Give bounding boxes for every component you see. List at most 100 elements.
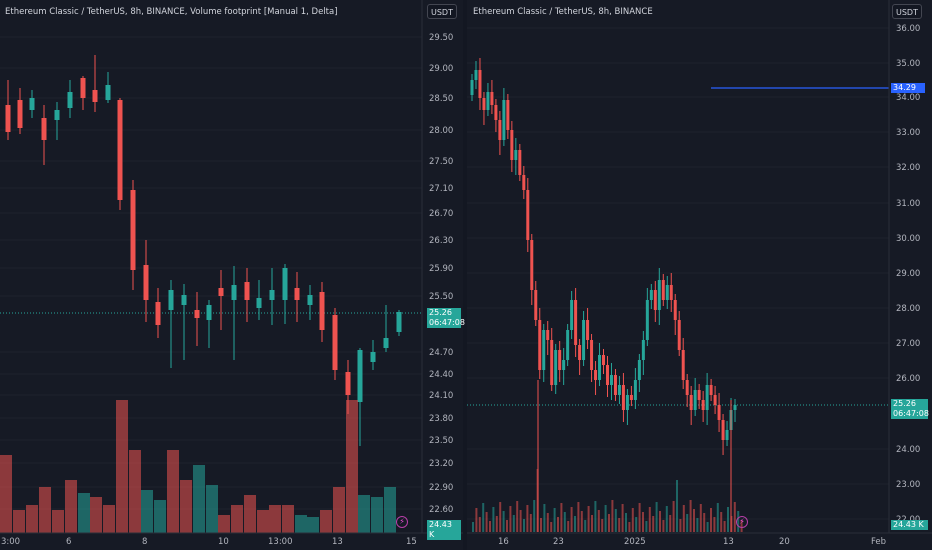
candle-body: [294, 288, 300, 300]
volume-bar: [648, 507, 651, 532]
y-axis-label: 33.00: [896, 128, 920, 138]
candle-body: [733, 405, 737, 410]
candle-body: [319, 292, 325, 330]
lightning-icon[interactable]: ⚡: [736, 516, 748, 528]
candle-body: [609, 375, 613, 385]
volume-bar: [628, 522, 631, 532]
currency-button[interactable]: USDT: [427, 4, 457, 19]
currency-button[interactable]: USDT: [892, 4, 922, 19]
x-axis-label: 8: [142, 537, 147, 547]
candle-body: [244, 282, 250, 300]
volume-bar: [659, 511, 661, 532]
x-axis-label: 3:00: [1, 537, 20, 547]
volume-bar: [478, 517, 481, 532]
candle-body: [80, 78, 86, 98]
candle-body: [693, 390, 697, 410]
volume-bar: [78, 493, 90, 533]
candle-body: [396, 312, 402, 332]
volume-bar: [499, 502, 502, 532]
candle-body: [510, 130, 514, 160]
candle-body: [357, 350, 363, 402]
candle-body: [673, 300, 677, 320]
candle-body: [194, 310, 200, 318]
volume-bar: [710, 508, 712, 532]
volume-bar: [672, 501, 675, 532]
y-axis-label: 29.00: [429, 64, 453, 74]
candle-body: [586, 320, 590, 340]
candle-body: [54, 110, 60, 120]
x-axis-label: 20: [779, 537, 790, 547]
x-axis-label: 13: [332, 537, 343, 547]
volume-bar: [384, 487, 396, 533]
volume-bar: [0, 455, 12, 533]
volume-bar: [472, 522, 474, 532]
volume-bar: [282, 505, 294, 533]
volume-bar: [218, 515, 230, 533]
candle-body: [550, 340, 554, 385]
candle-body: [370, 352, 376, 362]
volume-bar: [475, 508, 478, 532]
candle-body: [566, 330, 570, 360]
chart-title: Ethereum Classic / TetherUS, 8h, BINANCE…: [5, 7, 338, 17]
candle-body: [641, 340, 645, 360]
y-axis-label: 23.50: [429, 436, 453, 446]
right-chart-canvas[interactable]: 36.00 35.00 34.00 33.00 32.00 31.00 30.00 29.00…: [467, 0, 932, 550]
candle-body: [231, 285, 237, 300]
y-axis-label: 24.10: [429, 391, 453, 401]
volume-bar: [482, 503, 485, 532]
candle-body: [534, 290, 538, 320]
volume-bar: [614, 509, 617, 532]
volume-bar: [506, 520, 508, 532]
volume-bar: [594, 501, 597, 532]
volume-bar: [320, 510, 332, 533]
chart-title: Ethereum Classic / TetherUS, 8h, BINANCE: [473, 7, 653, 17]
y-axis-label: 23.00: [896, 480, 920, 490]
candle-body: [530, 240, 534, 290]
candle-body: [713, 395, 717, 405]
candle-body: [498, 120, 502, 140]
y-axis-label: 23.80: [429, 414, 453, 424]
lightning-icon[interactable]: ⚡: [396, 516, 408, 528]
volume-bar: [696, 518, 699, 532]
candle-body: [613, 375, 617, 395]
candle-body: [117, 100, 123, 200]
chart-pane-left[interactable]: 29.50 29.00 28.50 28.00 27.50 27.10 26.70 26.30…: [0, 0, 465, 550]
y-axis-label: 24.40: [429, 370, 453, 380]
candle-body: [470, 80, 474, 95]
volume-bar: [733, 502, 736, 532]
candle-body: [697, 390, 701, 400]
last-price-tag: 25.26: [891, 399, 928, 409]
candle-body: [542, 330, 546, 370]
candle-body: [206, 305, 212, 320]
volume-bar: [13, 510, 25, 533]
volume-bar: [723, 521, 726, 532]
volume-bar: [560, 503, 563, 532]
candle-body: [649, 290, 653, 300]
candle-body: [282, 268, 288, 300]
candle-body: [717, 405, 721, 420]
candle-body: [605, 365, 609, 385]
volume-bar: [206, 485, 218, 533]
volume-bar: [193, 465, 205, 533]
chart-pane-right[interactable]: 36.00 35.00 34.00 33.00 32.00 31.00 30.00 29.00…: [467, 0, 932, 550]
candle-body: [617, 385, 621, 395]
y-axis-label: 26.70: [429, 209, 453, 219]
x-axis-label: 2025: [624, 537, 646, 547]
candle-body: [67, 92, 73, 108]
volume-bar: [526, 505, 529, 532]
y-axis-label: 29.50: [429, 33, 453, 43]
left-chart-canvas[interactable]: 29.50 29.00 28.50 28.00 27.50 27.10 26.70 26.30…: [0, 0, 463, 550]
volume-bar: [665, 506, 668, 532]
volume-bar: [90, 497, 102, 533]
x-axis-label: 13:00: [268, 537, 293, 547]
x-axis-label: 16: [498, 537, 509, 547]
candle-body: [582, 320, 586, 360]
volume-bar: [686, 514, 689, 532]
y-axis-label: 32.00: [896, 163, 920, 173]
candle-body: [522, 175, 526, 190]
candle-body: [494, 105, 498, 120]
candle-body: [725, 430, 729, 440]
volume-bar: [652, 516, 655, 532]
candle-body: [661, 280, 665, 300]
volume-bar: [720, 512, 723, 532]
